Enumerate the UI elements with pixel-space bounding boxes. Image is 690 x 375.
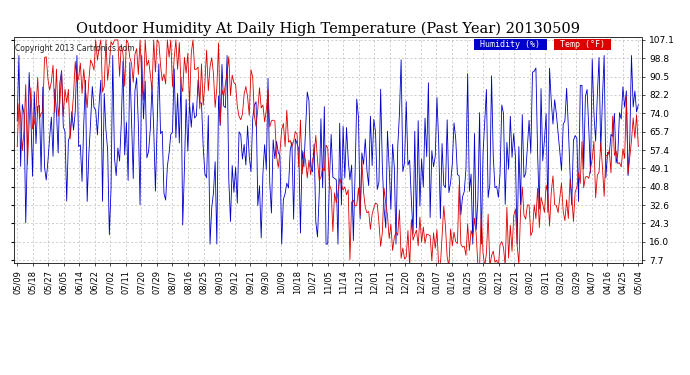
Text: Humidity (%): Humidity (%) (475, 40, 545, 49)
Title: Outdoor Humidity At Daily High Temperature (Past Year) 20130509: Outdoor Humidity At Daily High Temperatu… (76, 22, 580, 36)
Text: Copyright 2013 Cartronics.com: Copyright 2013 Cartronics.com (15, 44, 135, 53)
Text: Temp (°F): Temp (°F) (555, 40, 610, 49)
